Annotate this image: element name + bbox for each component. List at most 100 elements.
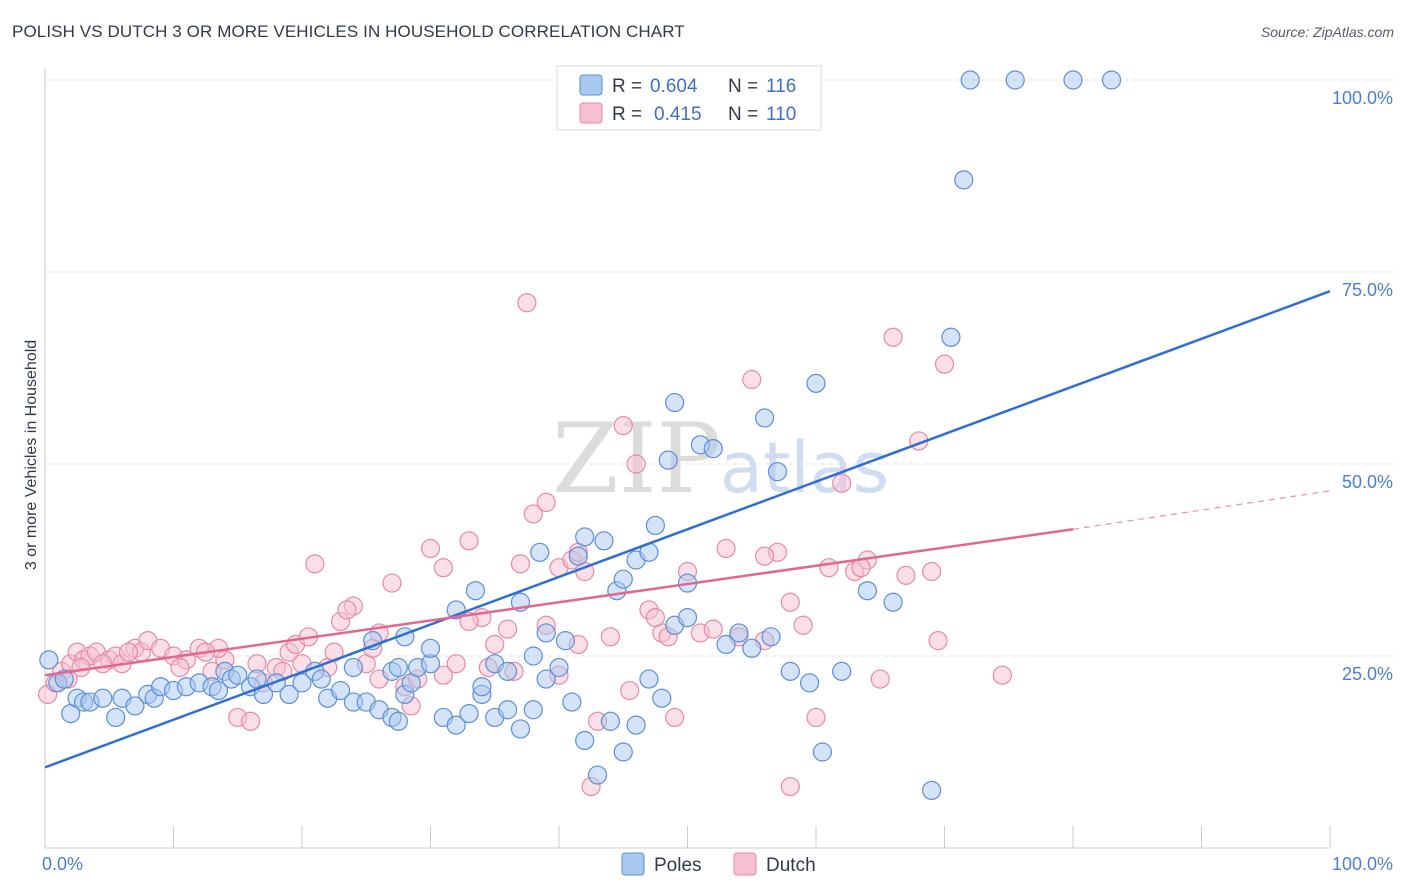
poles-point-97 [941, 327, 961, 347]
poles-points [39, 70, 1122, 801]
dutch-point-90 [754, 546, 775, 566]
poles-point-74 [575, 527, 595, 547]
dutch-point-69 [819, 558, 839, 578]
poles-point-67 [472, 677, 492, 697]
dutch-point-44 [510, 554, 531, 574]
poles-point-41 [446, 715, 466, 735]
legend-dutch-n-value: 110 [766, 104, 796, 125]
poles-point-87 [729, 623, 749, 643]
poles-point-49 [549, 657, 569, 678]
poles-point-59 [677, 607, 698, 628]
dutch-point-34 [382, 573, 402, 593]
dutch-point-85 [433, 665, 453, 685]
poles-point-82 [665, 392, 685, 413]
poles-point-94 [857, 581, 878, 601]
poles-point-30 [330, 680, 351, 701]
poles-point-0 [39, 650, 59, 670]
dutch-point-66 [780, 592, 800, 612]
dutch-point-94 [620, 680, 640, 701]
tick-labels: 25.0% 50.0% 75.0% 100.0% 0.0% 100.0% [42, 88, 1393, 874]
dutch-point-75 [896, 565, 916, 585]
dutch-trend-extension [1072, 490, 1331, 530]
poles-point-86 [716, 634, 736, 655]
poles-point-55 [626, 715, 646, 735]
dutch-point-40 [459, 531, 479, 551]
poles-point-54 [613, 742, 633, 762]
dutch-point-93 [928, 631, 948, 651]
y-tick-label-2: 75.0% [1342, 280, 1393, 300]
poles-point-26 [279, 684, 299, 705]
trend-lines [44, 290, 1331, 769]
poles-point-105 [530, 542, 550, 562]
poles-point-75 [594, 531, 614, 551]
poles-point-106 [568, 546, 588, 566]
dutch-trend-line [44, 528, 1074, 677]
bottom-legend: Poles Dutch [621, 852, 816, 876]
poles-point-18 [208, 680, 229, 701]
poles-point-69 [498, 661, 518, 681]
bottom-legend-poles-label: Poles [654, 855, 702, 876]
poles-point-35 [388, 711, 408, 731]
poles-point-65 [420, 638, 441, 658]
poles-point-51 [575, 730, 595, 751]
poles-point-80 [645, 515, 665, 536]
dutch-point-60 [703, 619, 723, 639]
grid-lines [45, 79, 1395, 657]
poles-point-45 [498, 700, 518, 720]
dutch-point-38 [433, 558, 453, 578]
legend-dutch-r-value: 0.415 [654, 104, 702, 125]
dutch-point-80 [517, 293, 537, 313]
dutch-point-21 [241, 711, 261, 731]
dutch-point-104 [93, 654, 113, 674]
poles-point-85 [703, 439, 723, 459]
poles-point-109 [761, 627, 781, 647]
bottom-legend-dutch-label: Dutch [766, 855, 816, 876]
dutch-point-63 [742, 369, 762, 390]
dutch-point-37 [420, 538, 441, 559]
poles-point-7 [93, 688, 113, 708]
x-tick-label-0: 0.0% [42, 854, 83, 874]
dutch-point-74 [883, 327, 903, 347]
poles-point-56 [639, 669, 659, 689]
dutch-point-102 [170, 657, 190, 678]
poles-point-101 [1063, 70, 1083, 90]
poles-point-42 [459, 703, 479, 724]
poles-point-100 [1005, 70, 1025, 90]
dutch-point-61 [716, 538, 736, 559]
dutch-point-45 [523, 504, 543, 524]
poles-point-52 [587, 765, 608, 785]
axes [44, 68, 1331, 849]
poles-point-53 [600, 711, 621, 731]
legend-dutch-r-label: R = [612, 104, 642, 125]
dutch-point-89 [645, 607, 665, 628]
poles-point-88 [742, 638, 762, 658]
dutch-point-51 [600, 627, 621, 647]
poles-point-95 [883, 592, 903, 612]
poles-point-102 [1101, 70, 1122, 90]
poles-point-71 [523, 646, 543, 666]
poles-point-27 [292, 673, 312, 693]
y-tick-label-1: 50.0% [1342, 472, 1393, 492]
dutch-point-97 [337, 600, 357, 620]
poles-point-47 [523, 700, 543, 720]
poles-point-96 [922, 780, 942, 801]
poles-point-90 [767, 462, 788, 482]
dutch-point-52 [613, 416, 633, 436]
top-legend: R = 0.604 N = 116 R = 0.415 N = 110 [556, 65, 822, 131]
poles-point-2 [54, 669, 74, 689]
poles-point-48 [536, 669, 556, 689]
poles-point-8 [106, 707, 126, 728]
x-tick-label-1: 100.0% [1332, 854, 1393, 874]
bottom-legend-poles-swatch [621, 852, 645, 876]
y-tick-label-3: 100.0% [1332, 88, 1393, 108]
legend-poles-n-label: N = [728, 76, 758, 97]
dutch-point-73 [870, 669, 890, 689]
dutch-point-84 [459, 611, 479, 632]
poles-point-72 [536, 623, 556, 643]
dutch-point-57 [665, 707, 685, 728]
dutch-point-77 [922, 561, 942, 582]
poles-point-93 [832, 661, 852, 681]
dutch-points [37, 293, 1012, 797]
dutch-point-39 [446, 654, 466, 674]
